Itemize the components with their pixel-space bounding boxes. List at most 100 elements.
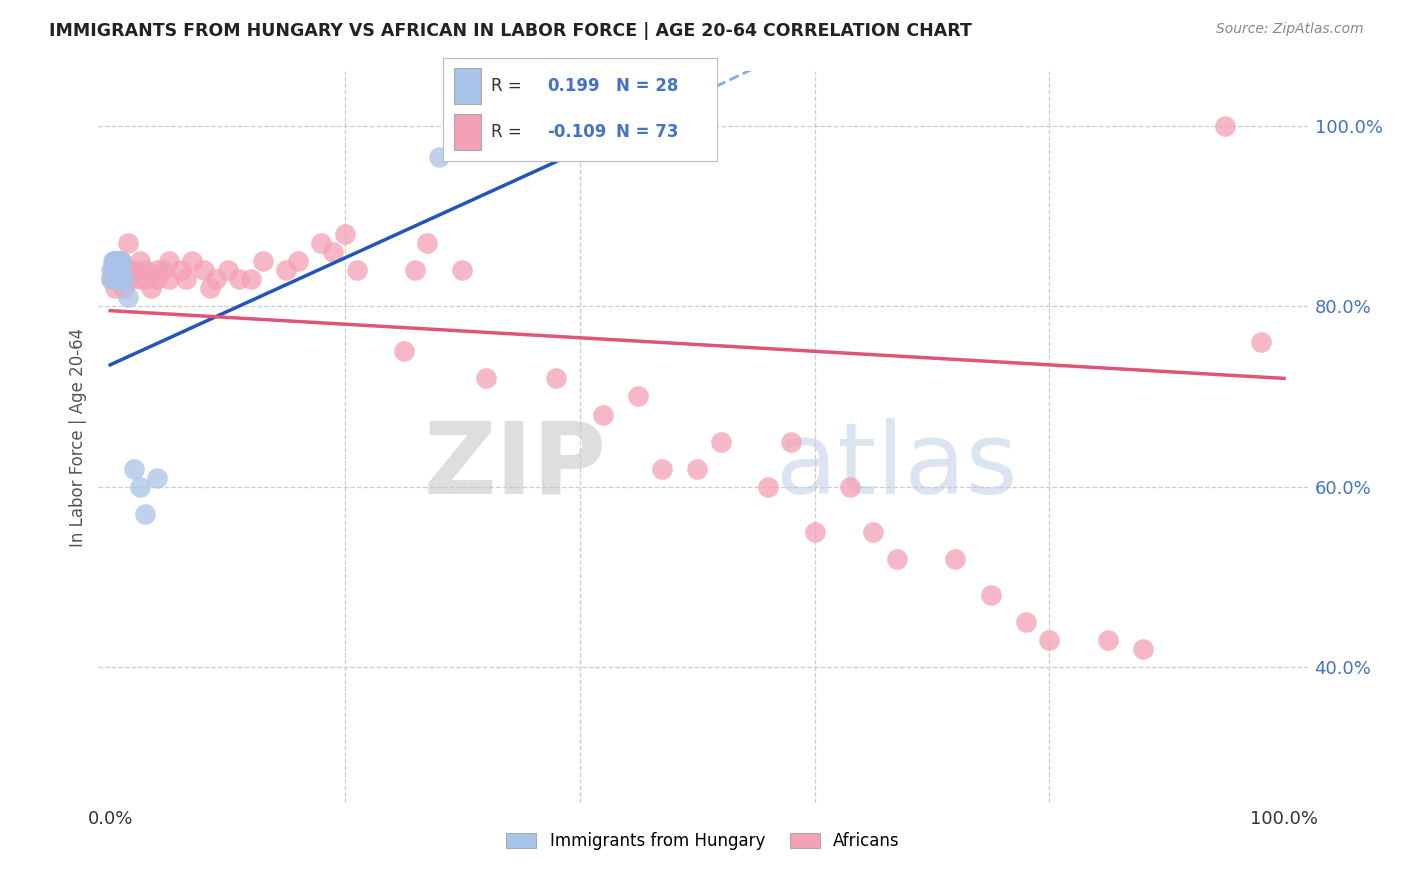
Text: ZIP: ZIP [423,417,606,515]
Point [100,263,122,277]
Point [157,272,180,286]
Point [110,254,132,268]
Point [322,244,344,259]
Text: IMMIGRANTS FROM HUNGARY VS AFRICAN IN LABOR FORCE | AGE 20-64 CORRELATION CHART: IMMIGRANTS FROM HUNGARY VS AFRICAN IN LA… [49,22,972,40]
Point [128,254,150,268]
Point [105,254,128,268]
Point [416,235,439,250]
Point [686,461,709,475]
Point [101,254,124,268]
Text: N = 28: N = 28 [616,78,678,95]
Point [1250,335,1272,350]
Point [546,371,568,385]
Point [101,263,124,277]
Point [104,281,127,295]
Point [146,471,169,485]
Point [152,263,174,277]
Point [105,263,128,277]
Point [592,408,614,422]
Point [104,263,127,277]
Point [1038,633,1060,648]
Point [134,263,156,277]
Point [110,254,132,268]
Text: N = 73: N = 73 [616,123,678,141]
Point [103,254,125,268]
Point [107,254,129,268]
Point [128,272,150,286]
Point [287,254,309,268]
Point [112,281,135,295]
Point [111,263,134,277]
Point [108,263,131,277]
Point [756,480,779,494]
Point [1215,120,1237,134]
Point [112,272,135,286]
Point [710,434,733,449]
Point [451,263,474,277]
Point [105,263,128,277]
Point [120,272,142,286]
Y-axis label: In Labor Force | Age 20-64: In Labor Force | Age 20-64 [69,327,87,547]
Point [141,281,163,295]
Point [427,150,450,164]
Point [105,263,128,277]
Point [980,588,1002,602]
Point [101,263,124,277]
Text: Source: ZipAtlas.com: Source: ZipAtlas.com [1216,22,1364,37]
Point [146,272,169,286]
Point [111,272,134,286]
Point [157,254,180,268]
Point [945,552,967,566]
Text: 0.199: 0.199 [547,78,600,95]
Point [105,263,128,277]
Legend: Immigrants from Hungary, Africans: Immigrants from Hungary, Africans [499,825,907,856]
Point [105,272,128,286]
Point [110,263,132,277]
Point [475,371,498,385]
Point [1015,615,1038,630]
Text: R =: R = [491,123,522,141]
Point [134,272,156,286]
Point [117,263,139,277]
Point [107,272,129,286]
Text: -0.109: -0.109 [547,123,606,141]
Point [104,263,127,277]
Point [103,254,125,268]
Point [181,254,204,268]
Point [311,235,333,250]
Point [103,272,125,286]
Point [276,263,298,277]
Point [107,263,129,277]
Point [228,272,250,286]
Point [122,263,145,277]
Point [392,344,415,359]
Point [510,123,533,137]
Point [169,263,191,277]
Point [1097,633,1119,648]
Point [780,434,803,449]
Point [100,272,122,286]
Point [193,263,215,277]
Point [217,263,239,277]
Point [105,254,128,268]
Point [108,254,131,268]
Point [651,461,673,475]
Point [104,272,127,286]
Text: atlas: atlas [776,417,1017,515]
Point [252,254,274,268]
Text: R =: R = [491,78,522,95]
Point [103,263,125,277]
Point [1132,642,1154,657]
Point [108,272,131,286]
Point [134,507,156,521]
Point [240,272,263,286]
Point [346,263,368,277]
Point [117,235,139,250]
Point [886,552,908,566]
Point [627,389,650,403]
Point [128,480,150,494]
Point [103,272,125,286]
Point [204,272,226,286]
Point [838,480,860,494]
Point [198,281,221,295]
